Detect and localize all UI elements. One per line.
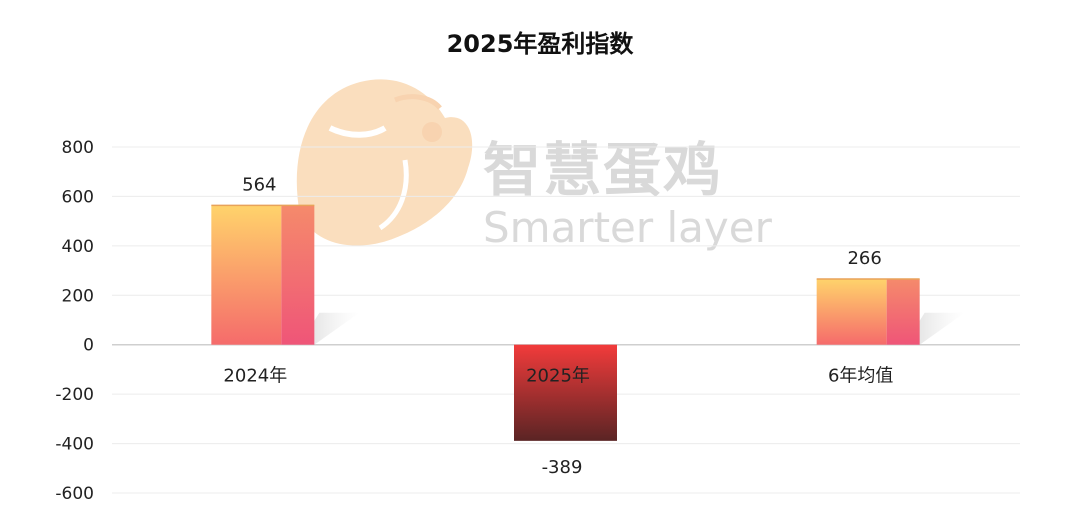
bar [211,205,282,345]
bar [514,344,617,441]
watermark-en: Smarter layer [483,203,773,252]
data-labels: 564 -389 266 [242,174,882,478]
y-tick-label: -200 [55,385,94,405]
y-tick-label: 0 [83,336,94,356]
watermark-cn: 智慧蛋鸡 [483,136,723,204]
watermark: 智慧蛋鸡 Smarter layer [296,79,773,252]
category-label: 2024年 [223,366,287,387]
y-tick-label: 800 [62,138,94,158]
data-label: 266 [847,248,881,269]
y-tick-label: 600 [62,187,94,207]
bar-side [886,278,920,345]
data-label: -389 [542,457,583,478]
y-tick-label: 200 [62,286,94,306]
chart-title: 2025年盈利指数 [446,30,634,58]
y-axis-ticks: 800 600 400 200 0 -200 -400 -600 [55,138,94,504]
category-labels: 2024年 2025年 6年均值 [223,366,893,387]
category-label: 6年均值 [828,366,893,387]
chick-logo-icon [296,79,473,246]
bar [816,278,887,345]
y-tick-label: 400 [62,237,94,257]
category-label: 2025年 [526,366,590,387]
bars [211,204,965,441]
bar-side [281,205,315,345]
data-label: 564 [242,174,276,195]
y-tick-label: -600 [55,484,94,504]
y-tick-label: -400 [55,435,94,455]
